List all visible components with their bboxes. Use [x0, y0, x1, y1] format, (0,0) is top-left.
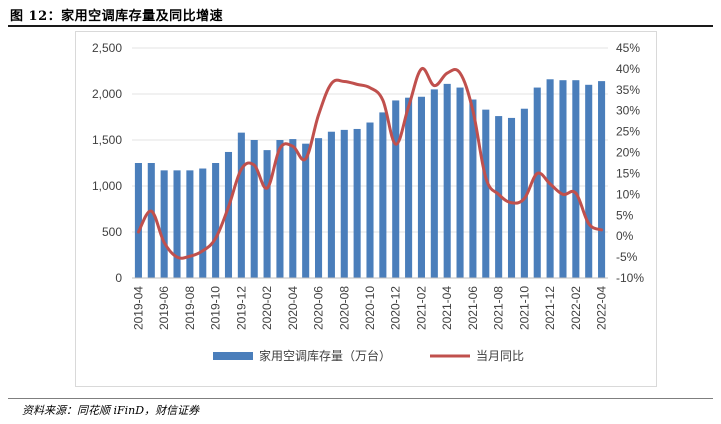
- bar: [572, 80, 580, 278]
- bar: [405, 97, 413, 279]
- bar: [186, 170, 194, 278]
- y-right-tick-label: 10%: [616, 187, 640, 201]
- y-right-tick-label: 5%: [616, 208, 634, 222]
- figure-title: 图 12：家用空调库存量及同比增速: [10, 9, 224, 24]
- y-right-tick-label: 40%: [616, 62, 640, 76]
- bar: [212, 163, 220, 278]
- y-axis-left: 2,500 2,000 1,500 1,000 500 0: [92, 41, 122, 285]
- y-right-tick-label: 0%: [616, 229, 634, 243]
- y-left-tick-label: 1,000: [92, 179, 122, 193]
- x-tick-label: 2022-02: [569, 286, 583, 330]
- bar: [199, 168, 207, 278]
- bar: [160, 170, 168, 278]
- bar: [443, 83, 451, 278]
- x-tick-label: 2020-02: [260, 286, 274, 330]
- bar: [289, 139, 297, 278]
- x-tick-label: 2019-12: [234, 286, 248, 330]
- bar: [134, 163, 142, 278]
- bar: [224, 151, 233, 278]
- y-right-tick-label: -10%: [616, 271, 644, 285]
- bar: [559, 80, 567, 278]
- bar: [482, 109, 490, 278]
- bar-series: [134, 79, 606, 279]
- bar: [353, 128, 361, 278]
- bar: [546, 79, 554, 278]
- x-tick-label: 2021-10: [517, 286, 531, 330]
- source-divider: [8, 398, 713, 399]
- legend: 家用空调库存量（万台） 当月同比: [213, 348, 524, 363]
- chart-frame: [75, 31, 657, 387]
- y-left-tick-label: 2,500: [92, 41, 122, 55]
- bar: [263, 150, 271, 278]
- bar: [585, 84, 593, 278]
- y-right-tick-label: 30%: [616, 104, 640, 118]
- x-tick-label: 2019-08: [183, 286, 197, 330]
- bar: [250, 140, 258, 278]
- bar: [417, 96, 425, 278]
- bar: [533, 87, 541, 278]
- x-tick-label: 2020-06: [312, 286, 326, 330]
- bar: [173, 170, 181, 278]
- x-tick-label: 2019-04: [131, 286, 145, 330]
- y-right-tick-label: 45%: [616, 41, 640, 55]
- y-right-tick-label: 25%: [616, 125, 640, 139]
- x-tick-label: 2019-06: [157, 286, 171, 330]
- y-right-tick-label: 15%: [616, 166, 640, 180]
- y-left-tick-label: 1,500: [92, 133, 122, 147]
- bar: [520, 108, 528, 278]
- y-right-tick-label: 35%: [616, 83, 640, 97]
- yoy-line: [136, 67, 604, 260]
- y-right-tick-label: 20%: [616, 146, 640, 160]
- source-note: 资料来源：同花顺 iFinD，财信证券: [22, 404, 200, 417]
- bar: [315, 138, 323, 278]
- bar: [507, 117, 516, 278]
- y-left-tick-label: 2,000: [92, 87, 122, 101]
- bar: [430, 89, 438, 279]
- bar: [469, 99, 477, 279]
- x-tick-label: 2020-08: [337, 286, 351, 330]
- bar: [495, 116, 503, 278]
- x-tick-label: 2021-12: [543, 286, 557, 330]
- bar: [276, 140, 284, 278]
- bar: [237, 132, 245, 278]
- bar: [302, 143, 310, 278]
- x-tick-label: 2020-12: [389, 286, 403, 330]
- x-tick-label: 2019-10: [209, 286, 223, 330]
- bar: [147, 163, 155, 278]
- y-left-tick-label: 0: [115, 271, 122, 285]
- y-right-tick-label: -5%: [616, 250, 638, 264]
- bar: [598, 81, 606, 279]
- y-left-tick-label: 500: [102, 225, 122, 239]
- bar: [456, 87, 464, 278]
- y-axis-right: 45% 40% 35% 30% 25% 20% 15% 10% 5% 0% -5% -10%: [616, 41, 644, 285]
- bar: [392, 100, 400, 278]
- bar: [366, 122, 374, 279]
- bar: [379, 112, 387, 279]
- line-series: [136, 67, 604, 260]
- legend-label-line: 当月同比: [476, 349, 524, 363]
- x-tick-label: 2020-10: [363, 286, 377, 330]
- x-tick-label: 2022-04: [595, 286, 609, 330]
- x-tick-label: 2020-04: [286, 286, 300, 330]
- x-tick-label: 2021-02: [414, 286, 428, 330]
- legend-label-bar: 家用空调库存量（万台）: [259, 348, 391, 363]
- x-tick-label: 2021-06: [466, 286, 480, 330]
- bar: [340, 129, 348, 278]
- title-divider: [8, 25, 713, 27]
- legend-swatch-bar: [213, 352, 253, 360]
- bar: [327, 131, 335, 278]
- x-tick-label: 2021-08: [492, 286, 506, 330]
- x-axis: 2019-04 2019-06 2019-08 2019-10 2019-12 2020-…: [131, 277, 609, 330]
- x-tick-label: 2021-04: [440, 286, 454, 330]
